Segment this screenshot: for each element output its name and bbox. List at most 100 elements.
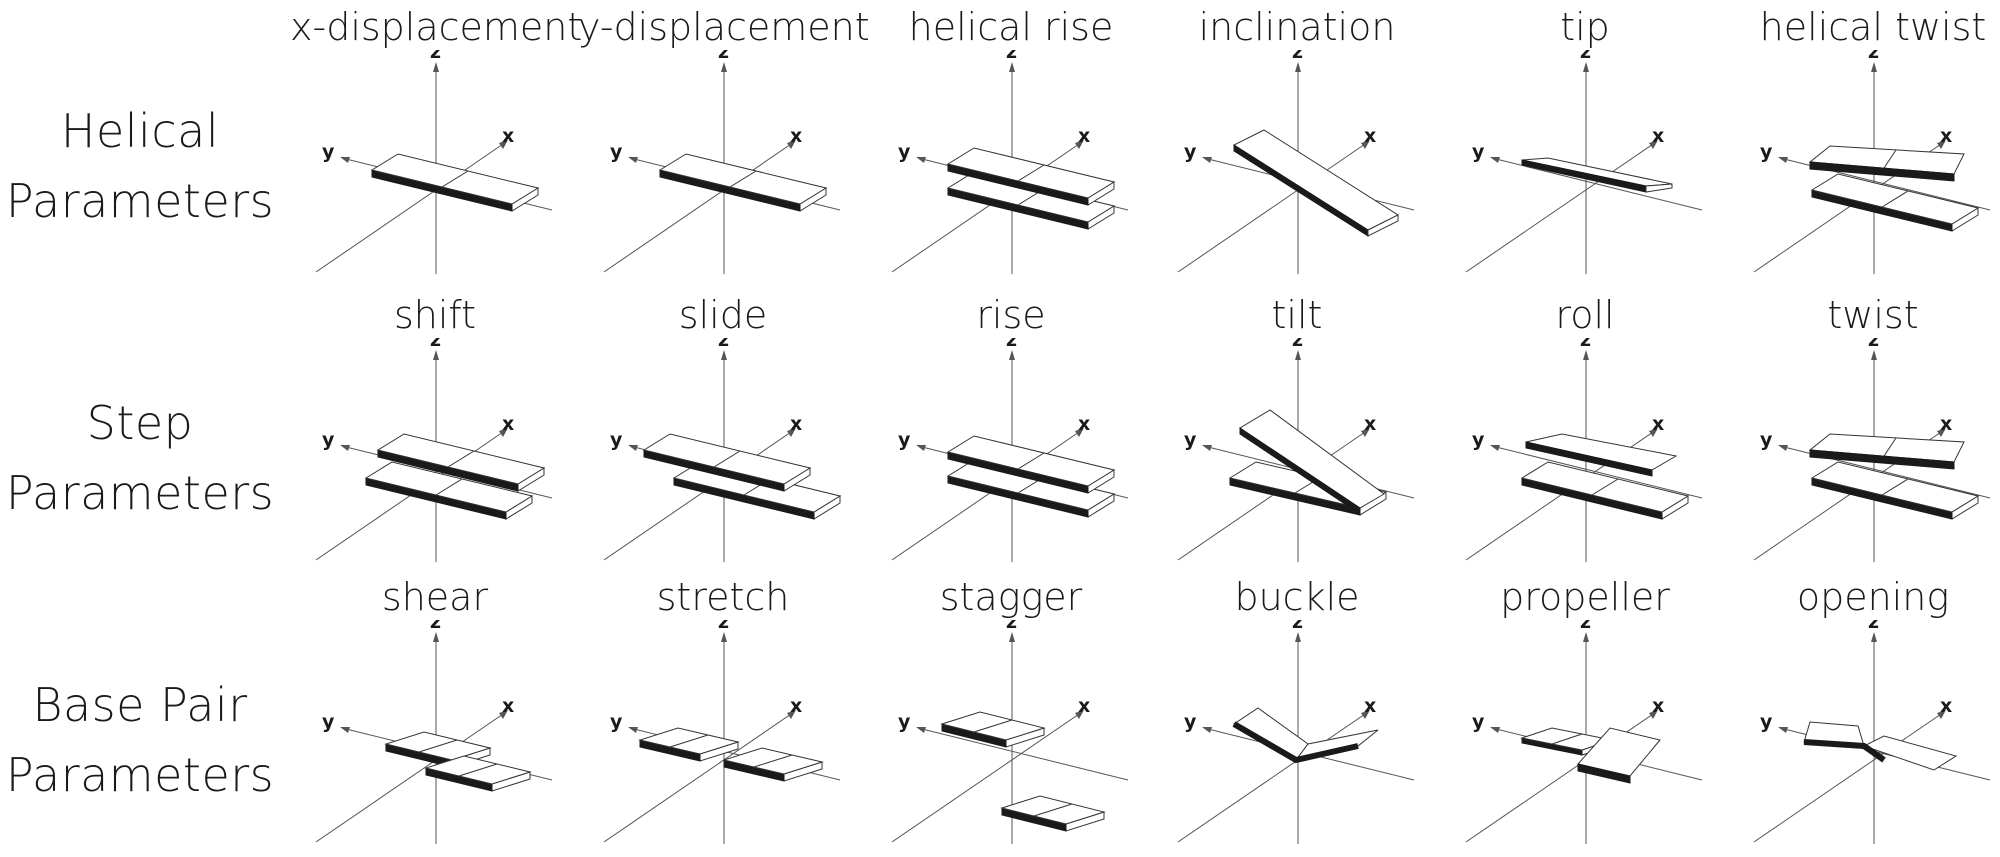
row-label-helical: Helical Parameters	[0, 96, 280, 236]
x-axis-label: x	[1652, 695, 1664, 717]
upper-plate	[642, 433, 812, 492]
plate-split-line	[1033, 803, 1073, 817]
plate-split-line	[1551, 733, 1583, 745]
plate-split-line	[1881, 478, 1909, 496]
x-axis-label: x	[1078, 125, 1090, 147]
x-axis-line	[316, 141, 507, 273]
right-base-plate	[424, 755, 532, 792]
y-axis-arrow	[1778, 157, 1788, 163]
x-axis-arrow	[1937, 710, 1946, 719]
row-label-line1: Helical	[60, 104, 220, 158]
parameter-panel: buckle z y x	[1152, 572, 1442, 844]
z-axis-arrow	[433, 62, 439, 72]
plate-side-face	[1645, 183, 1673, 193]
plate-diagram: z y x	[604, 620, 841, 844]
plate-diagram: z y x	[1754, 50, 1991, 274]
plate-diagram: z y x	[1178, 50, 1415, 274]
plate-diagram: z y x	[892, 620, 1129, 844]
z-axis-label: z	[718, 338, 729, 351]
plate-diagram: z y x	[892, 338, 1129, 562]
plate-split-line	[435, 478, 463, 496]
z-axis-arrow	[1871, 62, 1877, 72]
plate-diagram: z y x	[604, 338, 842, 562]
axis-frame: z y x	[316, 50, 553, 274]
y-axis-arrow	[1202, 157, 1212, 163]
z-axis-label: z	[430, 620, 441, 633]
z-axis-arrow	[433, 350, 439, 360]
panel-title: stretch	[656, 575, 790, 619]
parameter-panel: tilt z y x	[1152, 290, 1442, 562]
axis-frame: z y x	[604, 620, 841, 844]
z-axis-arrow	[433, 632, 439, 642]
y-axis-label: y	[1760, 141, 1773, 163]
x-axis-arrow	[499, 428, 508, 437]
x-axis-arrow	[1649, 140, 1658, 149]
x-axis-arrow	[1649, 710, 1658, 719]
parameter-panel: tip z y x	[1440, 2, 1730, 274]
panel-title: tilt	[1271, 293, 1323, 337]
x-axis-line	[892, 711, 1083, 843]
y-axis-label: y	[610, 429, 623, 451]
opened-pair	[1803, 721, 1958, 771]
y-axis-arrow	[916, 445, 926, 451]
plate-front-edge	[1239, 427, 1361, 515]
propeller-right-plate	[1577, 727, 1661, 784]
lower-base-plate	[1000, 795, 1106, 832]
plate-diagram: z y x	[1178, 338, 1415, 562]
x-axis-arrow	[1937, 428, 1946, 437]
z-axis-arrow	[1871, 350, 1877, 360]
axis-frame: z y x	[1178, 620, 1415, 844]
x-axis-line	[1178, 141, 1369, 273]
parameter-panel: inclination z y x	[1152, 2, 1442, 274]
x-axis-line	[1466, 141, 1657, 273]
y-axis-label: y	[322, 429, 335, 451]
x-axis-arrow	[1075, 140, 1084, 149]
panel-title: helical twist	[1759, 5, 1987, 49]
plate-split-line	[1883, 149, 1897, 169]
z-axis-label: z	[1292, 338, 1303, 351]
y-axis-arrow	[1202, 727, 1212, 733]
upper-base-plate	[940, 711, 1046, 748]
y-axis-label: y	[322, 141, 335, 163]
opening-front-edge	[1803, 739, 1886, 763]
y-axis-label: y	[322, 711, 335, 733]
x-axis-arrow	[1361, 710, 1370, 719]
y-axis-label: y	[1184, 141, 1197, 163]
y-axis-arrow	[628, 727, 638, 733]
y-axis-arrow	[1778, 727, 1788, 733]
x-axis-arrow	[1361, 428, 1370, 437]
y-axis-arrow	[628, 157, 638, 163]
plate-split-line	[753, 754, 793, 768]
z-axis-arrow	[1009, 350, 1015, 360]
plate-diagram: z y x	[316, 338, 553, 562]
y-axis-label: y	[1472, 711, 1485, 733]
z-axis-label: z	[1006, 50, 1017, 63]
x-axis-arrow	[1937, 140, 1946, 149]
y-axis-label: y	[1184, 429, 1197, 451]
y-axis-line	[1491, 157, 1703, 211]
y-axis-label: y	[1472, 141, 1485, 163]
x-axis-line	[892, 141, 1083, 273]
z-axis-label: z	[1868, 50, 1879, 63]
plate-side-face	[1367, 214, 1399, 237]
panel-title: roll	[1555, 293, 1615, 337]
panel-title: propeller	[1500, 575, 1670, 619]
rolled-upper-plate	[1525, 433, 1678, 477]
x-axis-arrow	[1361, 140, 1370, 149]
y-axis-label: y	[610, 141, 623, 163]
plate-diagram: z y x	[604, 50, 841, 274]
parameter-panel: helical twist z y x	[1728, 2, 2000, 274]
y-axis-label: y	[610, 711, 623, 733]
row-label-line2: Parameters	[5, 748, 275, 802]
y-axis-arrow	[1490, 157, 1500, 163]
panel-title: shift	[393, 293, 477, 337]
y-axis-arrow	[916, 727, 926, 733]
z-axis-label: z	[1868, 620, 1879, 633]
parameter-panel: stagger z y x	[866, 572, 1156, 844]
x-axis-label: x	[1652, 125, 1664, 147]
plate-front-edge	[1525, 441, 1653, 477]
base-pair-plate	[370, 153, 540, 212]
x-axis-arrow	[787, 428, 796, 437]
z-axis-arrow	[1009, 632, 1015, 642]
lower-plate	[1520, 461, 1690, 520]
